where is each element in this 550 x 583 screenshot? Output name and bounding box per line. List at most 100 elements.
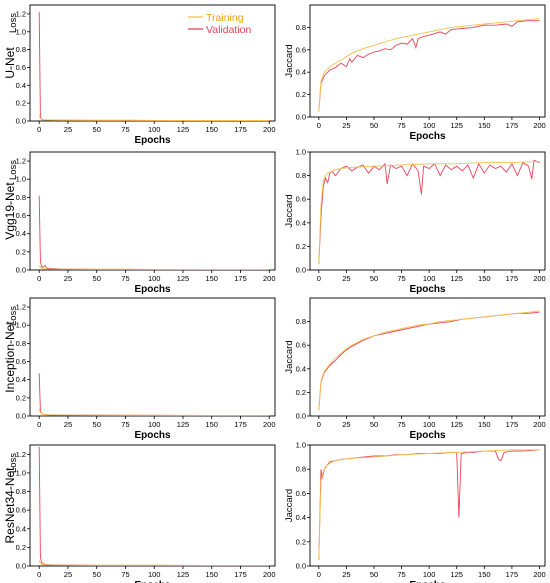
- x-tick-label: 50: [93, 125, 101, 134]
- x-tick-label: 200: [533, 570, 546, 579]
- series-line-validation: [38, 195, 270, 270]
- x-tick-label: 200: [263, 125, 276, 134]
- x-tick-label: 25: [64, 570, 72, 579]
- x-tick-label: 0: [317, 420, 321, 429]
- series-line-validation: [318, 20, 540, 112]
- y-tick-label: 0.0: [16, 117, 26, 126]
- y-tick-label: 0.4: [296, 364, 306, 373]
- plot-frame: [29, 4, 276, 122]
- x-axis-label: Epochs: [134, 135, 171, 146]
- x-tick-label: 25: [342, 274, 350, 283]
- y-tick-label: 0.8: [296, 171, 306, 180]
- y-axis-label: Loss: [8, 160, 19, 180]
- x-tick-label: 125: [177, 125, 190, 134]
- y-tick-label: 0.6: [296, 341, 306, 350]
- y-axis-label: Jaccard: [284, 340, 295, 373]
- x-tick-label: 0: [37, 570, 41, 579]
- x-tick-label: 175: [234, 125, 247, 134]
- y-tick-label: 1.2: [16, 157, 26, 166]
- y-tick-label: 0.4: [296, 68, 306, 77]
- x-tick-label: 75: [397, 121, 405, 130]
- x-tick-label: 0: [317, 570, 321, 579]
- plot-frame: [309, 444, 546, 567]
- y-tick-label: 0.4: [16, 229, 26, 238]
- x-tick-label: 75: [397, 570, 405, 579]
- y-tick-label: 0.8: [16, 45, 26, 54]
- y-tick-label: 0.8: [296, 317, 306, 326]
- y-tick-label: 0.0: [296, 266, 306, 275]
- series-line-training: [318, 17, 540, 112]
- x-tick-label: 50: [93, 420, 101, 429]
- y-tick-label: 1.2: [16, 9, 26, 18]
- series-line-validation: [38, 446, 270, 566]
- x-tick-label: 125: [450, 420, 463, 429]
- x-tick-label: 150: [205, 420, 218, 429]
- y-tick-label: 0.2: [296, 90, 306, 99]
- x-tick-label: 50: [370, 121, 378, 130]
- x-tick-label: 50: [93, 570, 101, 579]
- series-line-validation: [318, 159, 540, 265]
- y-tick-label: 0.0: [16, 562, 26, 571]
- x-tick-label: 150: [205, 125, 218, 134]
- x-tick-label: 175: [506, 420, 519, 429]
- y-tick-label: 0.0: [296, 562, 306, 571]
- y-tick-label: 0.6: [16, 63, 26, 72]
- x-axis-label: Epochs: [134, 430, 171, 441]
- x-tick-label: 175: [234, 420, 247, 429]
- x-tick-label: 0: [317, 121, 321, 130]
- x-tick-label: 75: [121, 420, 129, 429]
- series-line-training: [318, 449, 540, 561]
- model-row-label: Vgg19-Net: [3, 182, 17, 240]
- y-tick-label: 0.6: [296, 195, 306, 204]
- y-axis-label: Loss: [8, 306, 19, 326]
- x-tick-label: 50: [370, 274, 378, 283]
- y-tick-label: 0.2: [296, 537, 306, 546]
- chart-panel-vgg19-net-loss: 0 25 50 75 100 125 150 175 200 0.0 0.2 0.4 0.6 0.8 1.0…: [3, 151, 276, 295]
- y-tick-label: 0.0: [16, 266, 26, 275]
- y-tick-label: 0.0: [296, 412, 306, 421]
- x-tick-label: 200: [263, 570, 276, 579]
- x-axis-label: Epochs: [409, 131, 446, 142]
- x-tick-label: 150: [478, 570, 491, 579]
- y-tick-label: 0.8: [16, 487, 26, 496]
- x-tick-label: 75: [121, 125, 129, 134]
- x-tick-label: 25: [64, 420, 72, 429]
- y-tick-label: 0.8: [296, 23, 306, 32]
- x-tick-label: 125: [450, 274, 463, 283]
- x-tick-label: 175: [234, 274, 247, 283]
- x-tick-label: 175: [506, 274, 519, 283]
- x-tick-label: 25: [64, 125, 72, 134]
- x-axis-label: Epochs: [134, 284, 171, 295]
- model-row-label: ResNet34-Net: [3, 467, 17, 544]
- y-axis-label: Jaccard: [284, 489, 295, 522]
- x-axis-label: Epochs: [409, 430, 446, 441]
- x-tick-label: 25: [342, 420, 350, 429]
- x-tick-label: 175: [234, 570, 247, 579]
- x-tick-label: 25: [342, 121, 350, 130]
- chart-panel-vgg19-net-jaccard: 0 25 50 75 100 125 150 175 200 0.0 0.2 0.4 0.6 0.8 1.0…: [284, 148, 546, 296]
- x-tick-label: 125: [177, 274, 190, 283]
- x-tick-label: 75: [397, 420, 405, 429]
- x-axis-label: Epochs: [134, 580, 171, 583]
- x-tick-label: 125: [177, 420, 190, 429]
- series-line-training: [38, 560, 270, 566]
- legend-training-label: Training: [206, 12, 244, 24]
- x-tick-label: 175: [506, 570, 519, 579]
- plot-frame: [309, 4, 546, 118]
- series-line-training: [38, 265, 270, 270]
- x-tick-label: 200: [263, 420, 276, 429]
- y-tick-label: 1.0: [296, 441, 306, 450]
- x-tick-label: 125: [450, 121, 463, 130]
- y-tick-label: 1.0: [16, 321, 26, 330]
- x-tick-label: 100: [423, 570, 436, 579]
- y-tick-label: 0.8: [296, 465, 306, 474]
- x-tick-label: 50: [370, 420, 378, 429]
- y-tick-label: 0.6: [16, 506, 26, 515]
- x-tick-label: 50: [370, 570, 378, 579]
- x-tick-label: 0: [37, 125, 41, 134]
- x-tick-label: 0: [37, 420, 41, 429]
- y-tick-label: 0.2: [16, 99, 26, 108]
- y-tick-label: 0.2: [16, 247, 26, 256]
- x-tick-label: 100: [423, 420, 436, 429]
- y-tick-label: 0.8: [16, 193, 26, 202]
